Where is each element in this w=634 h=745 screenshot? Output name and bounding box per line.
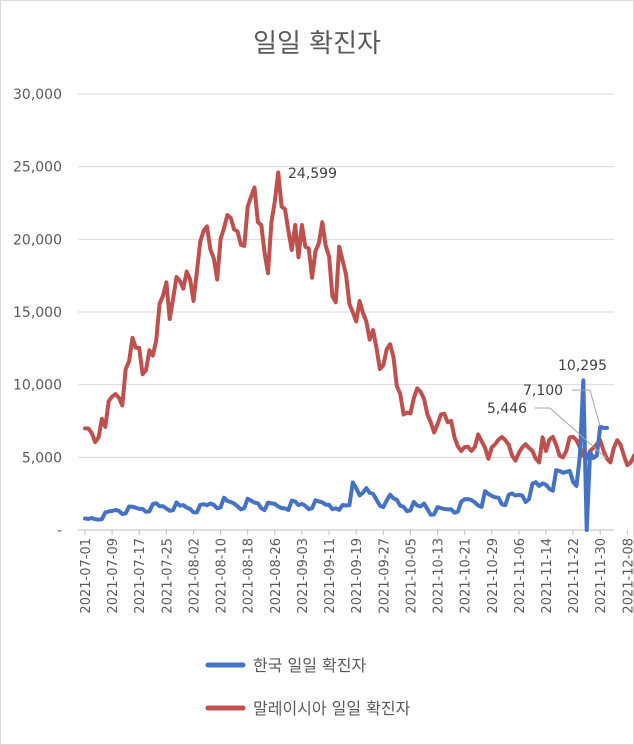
y-tick-label: 25,000: [13, 160, 62, 176]
x-tick-label: 2021-08-18: [242, 538, 257, 614]
x-tick-label: 2021-11-30: [594, 538, 609, 614]
x-tick-label: 2021-09-03: [296, 538, 311, 614]
x-tick-label: 2021-08-02: [187, 538, 202, 614]
y-tick-label: -: [57, 523, 62, 539]
x-tick-label: 2021-12-08: [621, 538, 634, 614]
y-tick-label: 5,000: [22, 450, 62, 466]
x-tick-label: 2021-07-01: [79, 538, 94, 614]
data-label-peak-korea: 10,295: [558, 358, 607, 374]
y-tick-label: 10,000: [13, 378, 62, 394]
y-tick-label: 15,000: [13, 305, 62, 321]
y-tick-label: 20,000: [13, 232, 62, 248]
series-line-malaysia: [83, 170, 634, 468]
series-line-korea: [83, 378, 609, 532]
x-tick-label: 2021-10-21: [459, 538, 474, 614]
data-label-korea-last: 7,100: [523, 383, 563, 399]
y-axis-ticks: - 5,000 10,000 15,000 20,000 25,000 30,000: [13, 87, 62, 539]
x-tick-label: 2021-10-13: [432, 538, 447, 614]
x-tick-label: 2021-10-29: [486, 538, 501, 614]
x-axis-ticks: 2021-07-01 2021-07-09 2021-07-17 2021-07-25…: [79, 530, 634, 614]
x-tick-label: 2021-09-27: [377, 538, 392, 614]
legend-label-malaysia: 말레이시아 일일 확진자: [253, 699, 411, 718]
x-tick-label: 2021-07-09: [106, 538, 121, 614]
x-tick-label: 2021-07-17: [133, 538, 148, 614]
series-lines: [83, 170, 634, 532]
data-labels: 24,599 10,295 7,100 5,446: [288, 166, 608, 460]
x-tick-label: 2021-11-14: [540, 538, 555, 614]
leader-line-korea: [572, 389, 601, 427]
chart-title: 일일 확진자: [253, 29, 381, 59]
data-label-malaysia-last: 5,446: [487, 401, 527, 417]
x-tick-label: 2021-09-11: [323, 538, 338, 614]
x-tick-label: 2021-11-22: [567, 538, 582, 614]
data-label-peak-malaysia: 24,599: [288, 166, 337, 182]
x-tick-label: 2021-11-06: [513, 538, 528, 614]
legend-label-korea: 한국 일일 확진자: [253, 656, 366, 675]
x-tick-label: 2021-08-26: [269, 538, 284, 614]
legend: 한국 일일 확진자 말레이시아 일일 확진자: [205, 656, 411, 718]
x-tick-label: 2021-09-19: [350, 538, 365, 614]
y-tick-label: 30,000: [13, 87, 62, 103]
leader-line-malaysia: [535, 407, 608, 460]
x-tick-label: 2021-08-10: [215, 538, 230, 614]
x-tick-label: 2021-07-25: [160, 538, 175, 614]
x-tick-label: 2021-10-05: [404, 538, 419, 614]
